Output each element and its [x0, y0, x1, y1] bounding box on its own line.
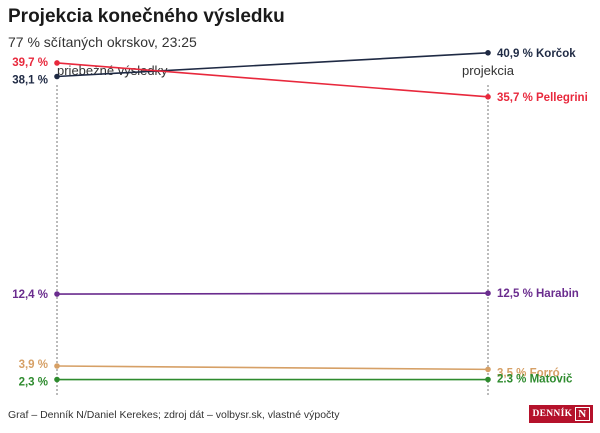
label-left-matovic: 2,3 %: [19, 377, 48, 389]
label-left-korcok: 38,1 %: [12, 75, 48, 87]
point-right-korcok: [485, 50, 491, 56]
series-line-korcok: [56, 52, 489, 78]
point-right-harabin: [485, 290, 491, 296]
right-axis-header: projekcia: [462, 63, 515, 78]
point-right-pellegrini: [485, 94, 491, 100]
point-left-pellegrini: [54, 60, 60, 66]
chart-title: Projekcia konečného výsledku: [8, 6, 285, 27]
denník-n-logo: DENNÍK N: [529, 405, 593, 423]
logo-letter: N: [575, 407, 590, 421]
label-right-korcok: 40,9 % Korčok: [497, 48, 576, 60]
series-line-pellegrini: [56, 62, 489, 98]
logo-text: DENNÍK: [532, 409, 573, 419]
point-left-harabin: [54, 291, 60, 297]
chart-subtitle: 77 % sčítaných okrskov, 23:25: [8, 34, 197, 50]
label-left-harabin: 12,4 %: [12, 289, 48, 301]
label-right-matovic: 2.3 % Matovič: [497, 374, 573, 386]
source-note: Graf – Denník N/Daniel Kerekes; zdroj dá…: [8, 409, 340, 421]
label-right-harabin: 12,5 % Harabin: [497, 288, 579, 300]
label-left-forro: 3,9 %: [19, 359, 48, 371]
point-right-matovic: [485, 376, 491, 383]
series-line-harabin: [56, 292, 489, 295]
point-left-matovic: [54, 376, 60, 383]
label-right-pellegrini: 35,7 % Pellegrini: [497, 92, 588, 104]
label-left-pellegrini: 39,7 %: [12, 57, 48, 69]
label-right-forro: 3,5 % Forró: [497, 367, 560, 379]
point-left-forro: [54, 363, 60, 369]
point-left-korcok: [54, 73, 60, 80]
point-right-forro: [485, 366, 491, 373]
series-line-forro: [56, 365, 489, 371]
